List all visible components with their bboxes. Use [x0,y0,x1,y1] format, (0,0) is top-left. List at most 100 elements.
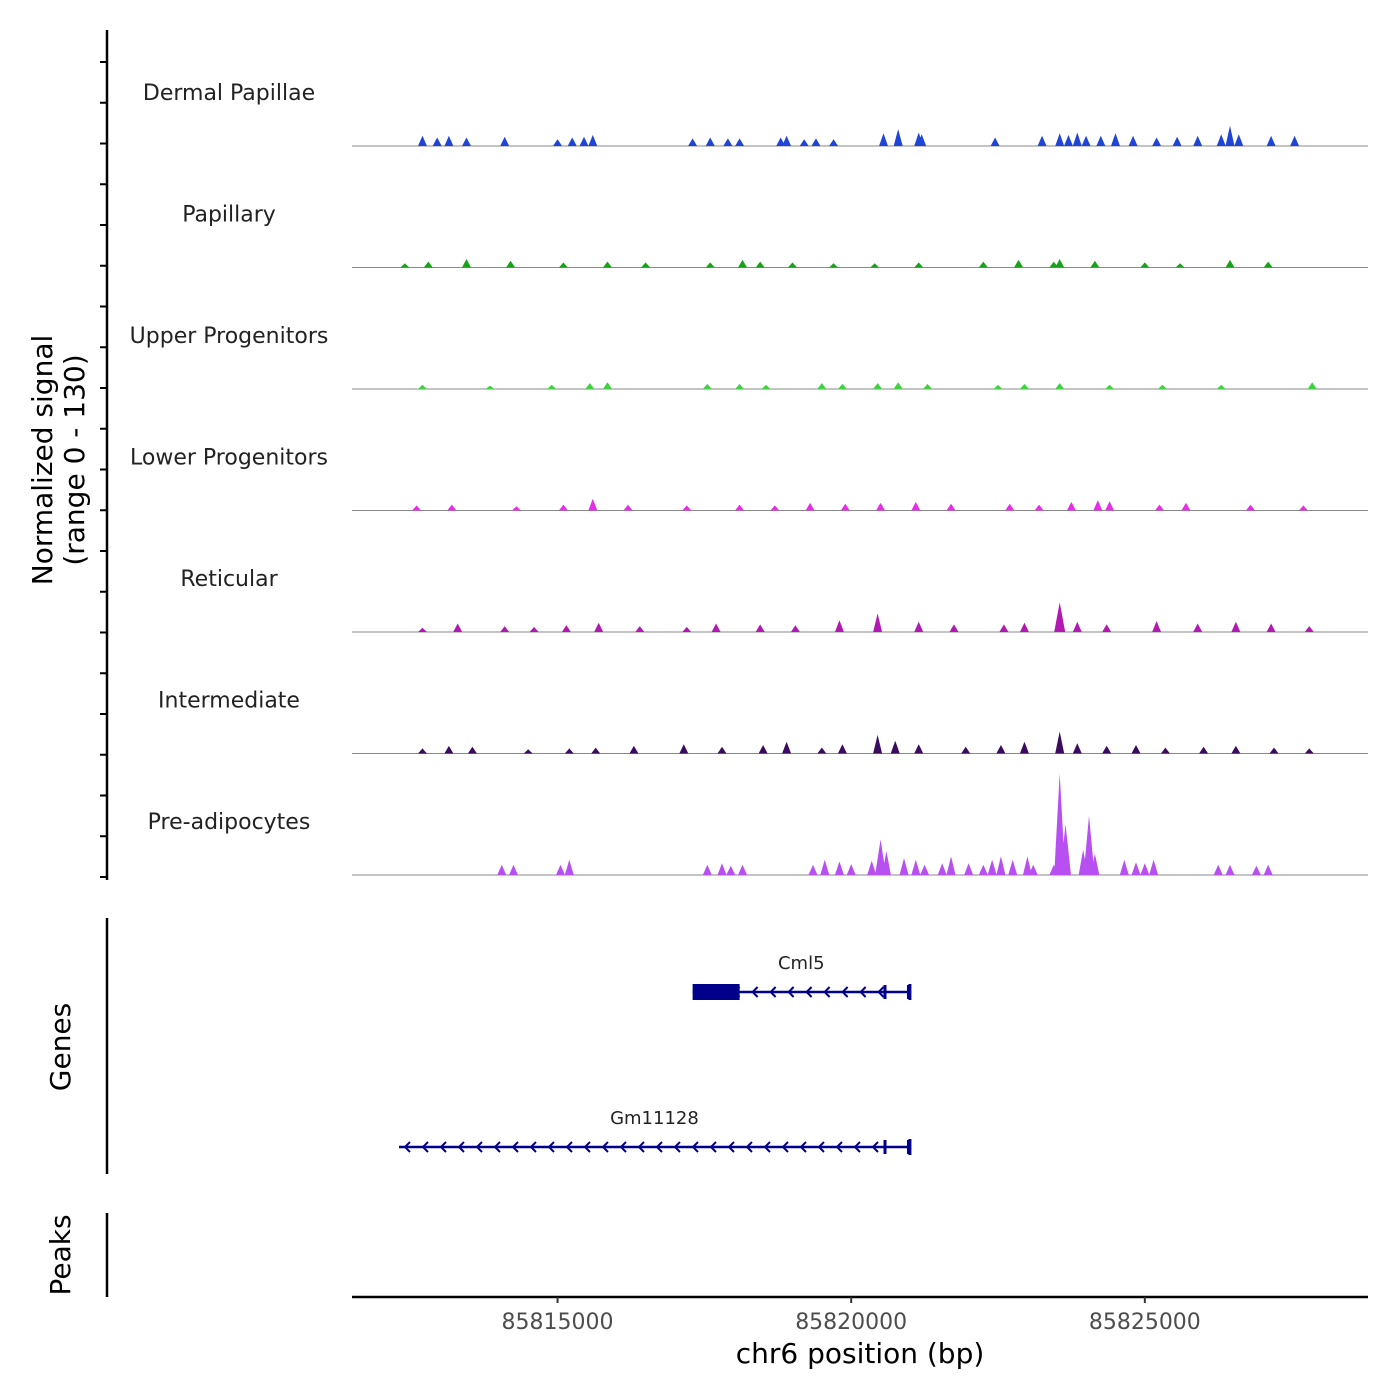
signal-peak [1066,502,1076,511]
signal-peak [556,864,565,875]
signal-peak [1216,384,1226,389]
signal-peak [1090,853,1100,875]
signal-peak [623,504,633,511]
track-label: Papillary [182,203,276,228]
signal-peak [873,613,883,632]
signal-peak [462,137,471,146]
signal-peak [1119,859,1129,875]
signal-peak [726,865,736,875]
signal-peak [1055,731,1065,754]
signal-peak [511,506,521,511]
signal-peak [735,383,745,389]
signal-peak [873,734,883,754]
signal-peak [1111,133,1120,146]
signal-peak [1225,259,1235,268]
signal-peak [914,262,924,268]
signal-peak [875,839,887,875]
gene-exon [883,1140,887,1154]
signal-peak [1304,626,1314,632]
strand-arrow [619,1141,627,1153]
signal-peak [1266,623,1276,632]
signal-peak [1199,746,1209,754]
signal-peak [453,623,463,632]
strand-arrow [601,1141,609,1153]
strand-arrow [841,986,849,998]
signal-peak [1266,135,1276,146]
signal-peak [1083,815,1095,875]
signal-peak [603,382,612,389]
signal-peak [790,625,800,632]
signal-peak [834,861,844,875]
x-tick-label: 85825000 [1089,1310,1201,1335]
gene-exon [883,985,887,999]
strand-arrow [781,1141,789,1153]
signal-peak [788,262,797,268]
signal-peak [567,137,577,146]
signal-peak [641,262,651,268]
strand-arrow [457,1141,465,1153]
peaks-panel-label: Peaks [44,1214,77,1295]
signal-peak [890,740,900,754]
signal-peak [462,259,471,268]
strand-arrow [769,986,777,998]
signal-peak [914,744,924,754]
strand-arrow [475,1141,483,1153]
signal-peak [561,625,571,632]
signal-peak [558,504,568,511]
signal-peak [1155,504,1164,511]
signal-peak [603,261,612,268]
signal-peak [911,502,921,511]
signal-peak [564,859,574,875]
signal-peak [679,744,689,754]
signal-peak [444,135,454,146]
gene-gm11128: Gm11128 [398,1108,912,1155]
signal-peak [1081,135,1091,146]
signal-peak [937,863,947,875]
signal-peak [1019,741,1029,754]
signal-peak [911,859,921,875]
gene-cml5: Cml5 [692,953,912,1000]
signal-peak [1128,135,1138,146]
signal-peak [1225,864,1235,875]
signal-peak [506,260,516,268]
strand-arrow [565,1141,573,1153]
signal-peak [1090,260,1100,268]
signal-peak [1225,125,1235,146]
signal-peak [1269,747,1279,754]
x-tick-label: 85820000 [795,1310,907,1335]
track-lower-progenitors: Lower Progenitors [130,446,1368,511]
y-axis-subtitle: (range 0 - 130) [58,354,91,565]
strand-arrow [805,986,813,998]
strand-arrow [421,1141,429,1153]
signal-peak [1019,622,1029,632]
signal-peak [500,626,510,632]
signal-peak [879,133,888,146]
signal-peak [949,624,959,632]
signal-peak [585,383,595,389]
signal-peak [923,383,932,389]
signal-peak [738,864,747,875]
signal-peak [961,746,971,754]
signal-peak [485,385,495,389]
signal-peak [758,745,768,754]
strand-arrow [547,1141,555,1153]
signal-peak [547,384,557,389]
track-pre-adipocytes: Pre-adipocytes [148,773,1368,876]
track-label: Intermediate [158,689,300,714]
signal-peak [1160,747,1170,754]
signal-peak [1149,859,1159,875]
signal-peak [776,137,786,146]
strand-arrow [727,1141,735,1153]
signal-peak [920,864,930,875]
signal-peak [1307,382,1317,389]
signal-peak [873,383,883,389]
signal-peak [817,747,827,754]
signal-peak [1251,865,1261,875]
strand-arrow [817,1141,825,1153]
signal-peak [1290,135,1300,146]
signal-peak [1140,863,1150,875]
signal-peak [1060,824,1071,875]
signal-peak [817,383,827,389]
signal-peak [400,263,410,268]
signal-peak [635,626,645,632]
